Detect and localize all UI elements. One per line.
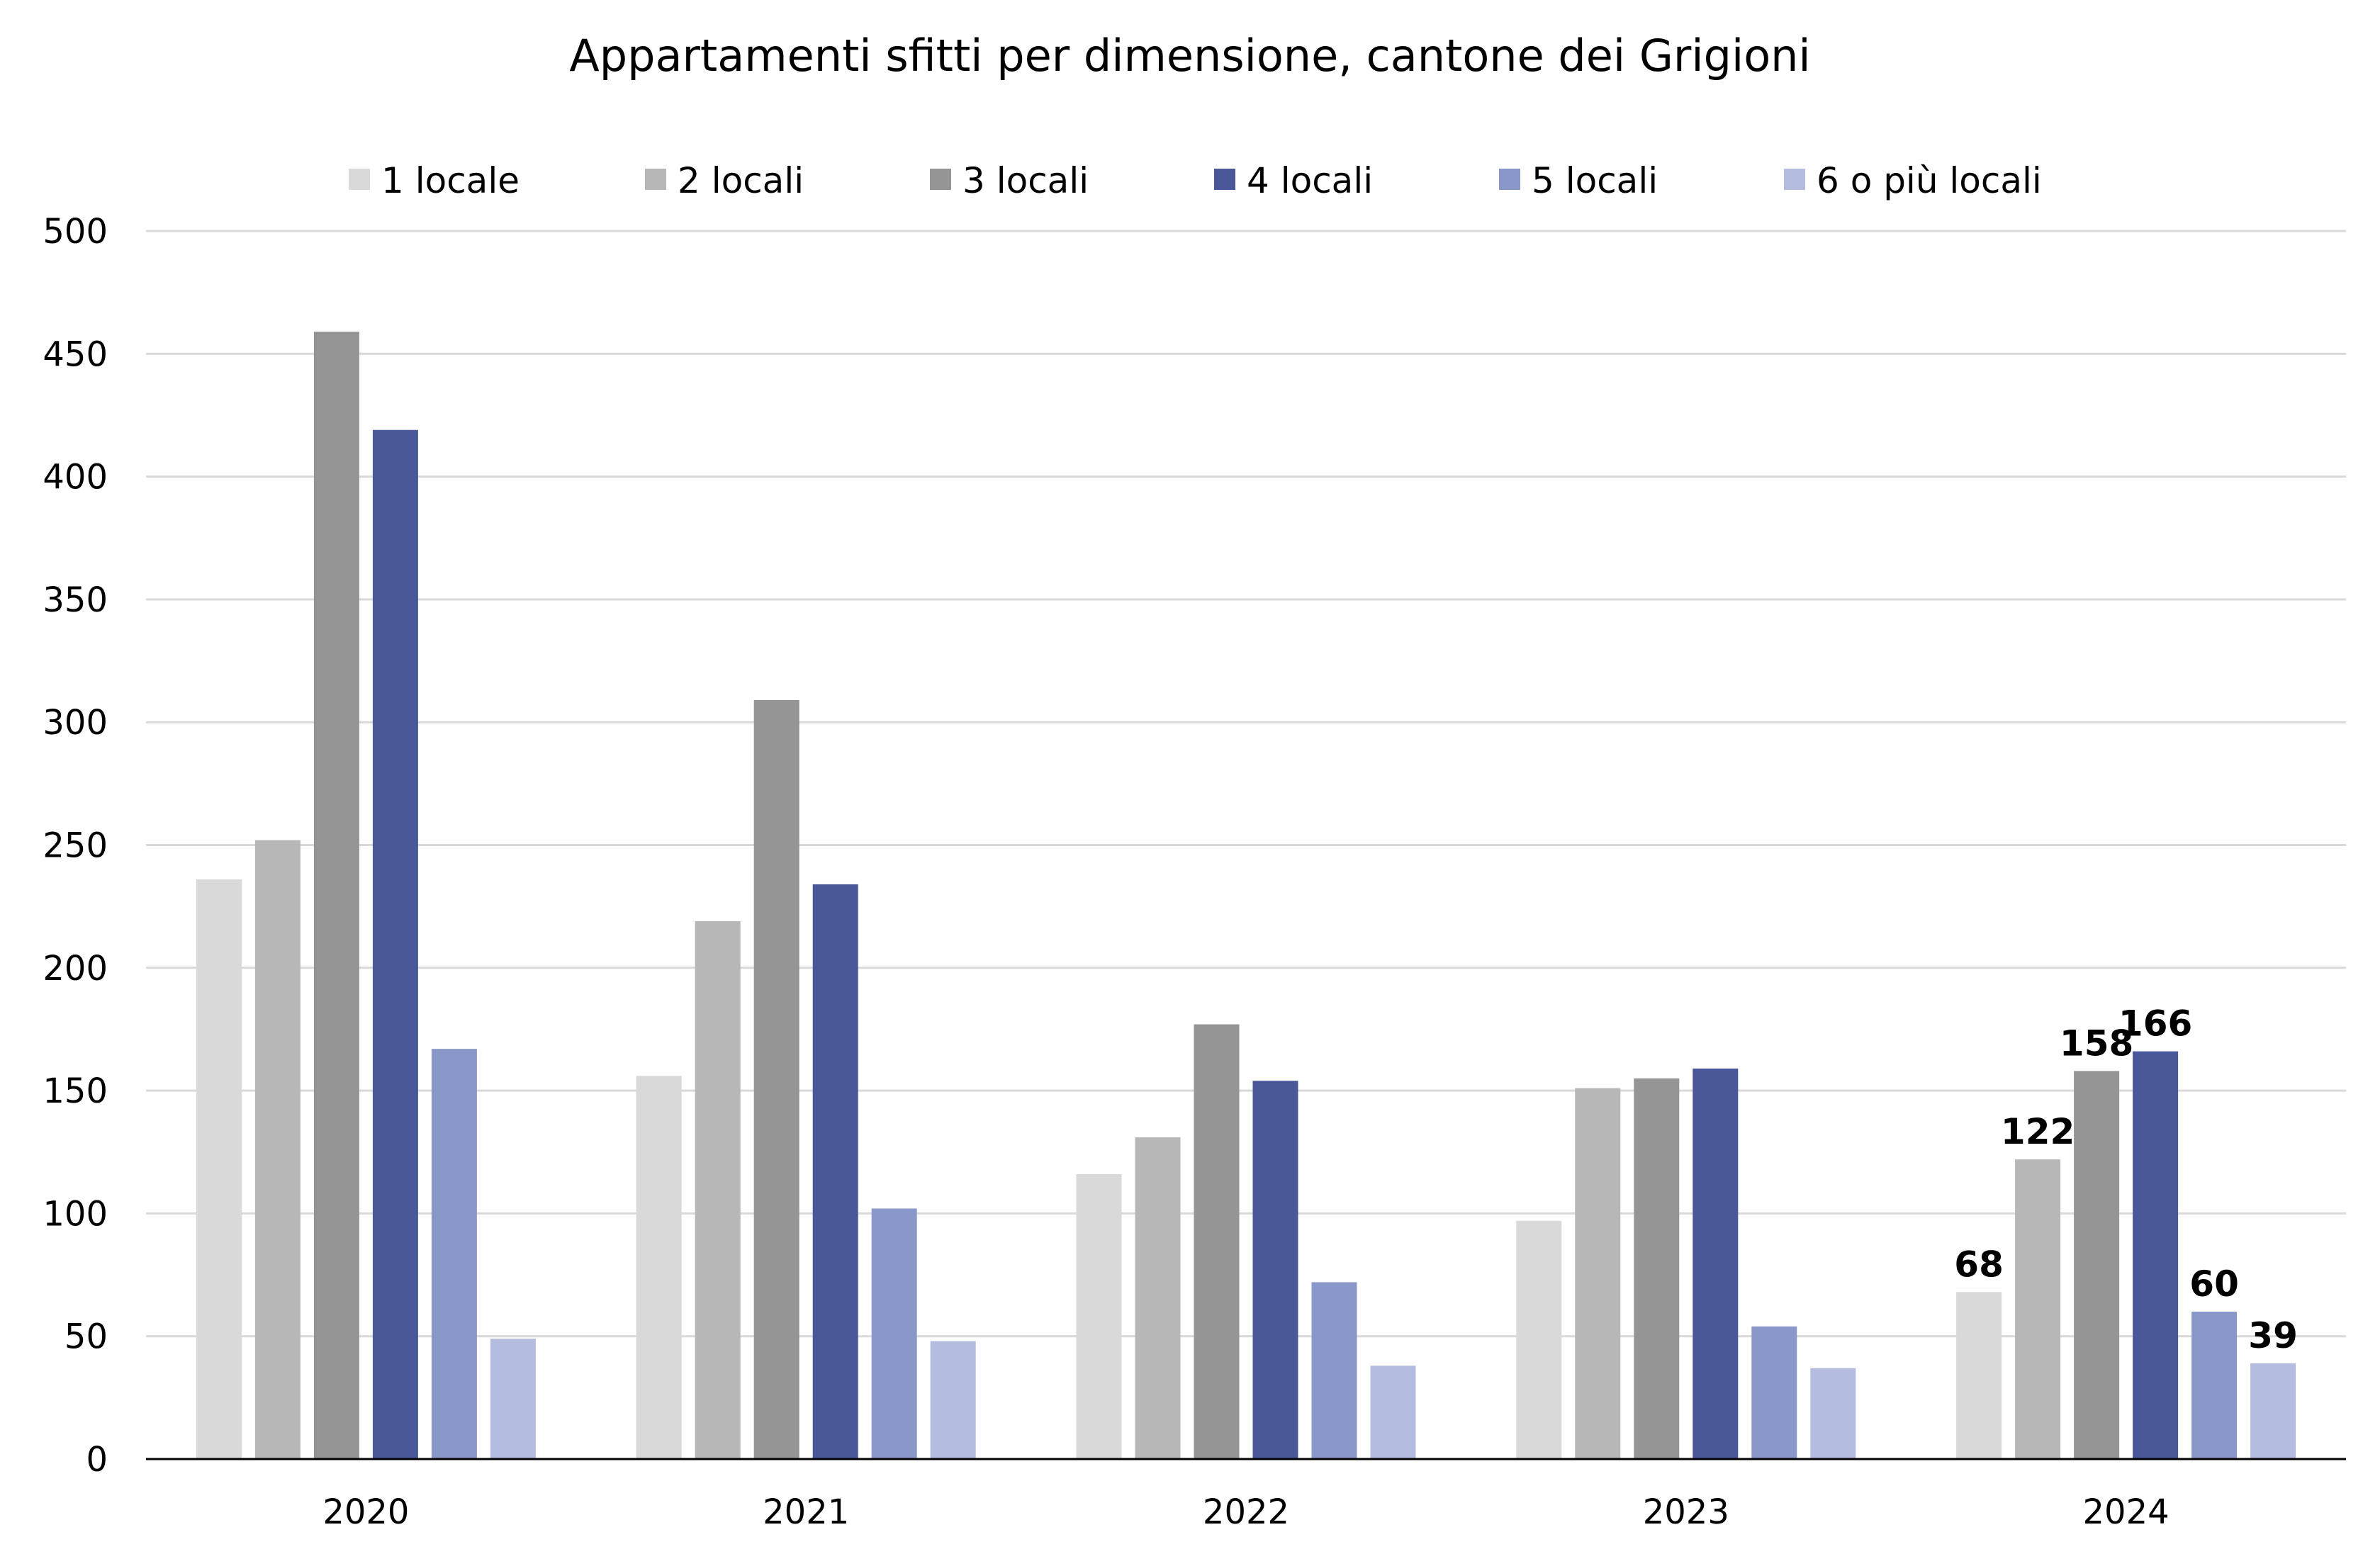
data-label: 68 xyxy=(1954,1244,2004,1285)
bar-2020-series-2 xyxy=(254,840,301,1459)
y-tick-label: 0 xyxy=(86,1440,108,1480)
legend-label: 3 locali xyxy=(962,160,1089,201)
bar-2021-series-1 xyxy=(636,1076,682,1459)
y-tick-label: 100 xyxy=(43,1194,108,1234)
legend-label: 1 locale xyxy=(381,160,520,201)
chart-title: Appartamenti sfitti per dimensione, cant… xyxy=(569,30,1810,81)
bar-2023-series-2 xyxy=(1575,1088,1621,1459)
y-tick-label: 50 xyxy=(64,1317,108,1357)
legend: 1 locale 2 locali 3 locali 4 locali 5 locali… xyxy=(349,160,2042,201)
legend-swatch xyxy=(349,169,370,190)
bar-2023-series-3 xyxy=(1634,1078,1680,1459)
legend-item: 5 locali xyxy=(1499,160,1658,201)
bar-2024-series-3 xyxy=(2074,1071,2120,1459)
legend-item: 2 locali xyxy=(645,160,804,201)
legend-swatch xyxy=(645,169,666,190)
data-label: 122 xyxy=(2001,1111,2075,1152)
data-label: 166 xyxy=(2118,1003,2192,1045)
x-tick-label: 2021 xyxy=(763,1492,849,1532)
bar-2021-series-6 xyxy=(930,1341,976,1459)
legend-swatch xyxy=(1499,169,1520,190)
gridlines xyxy=(146,230,2346,1338)
y-axis-ticks: 0 50 100 150 200 250 300 350 400 450 500 xyxy=(43,212,108,1480)
data-label: 158 xyxy=(2060,1023,2133,1064)
bar-2021-series-3 xyxy=(753,700,799,1459)
bar-2023-series-4 xyxy=(1693,1068,1739,1459)
x-tick-label: 2024 xyxy=(2083,1492,2169,1532)
bar-2024-series-2 xyxy=(2015,1159,2061,1459)
legend-label: 5 locali xyxy=(1532,160,1658,201)
bar-2022-series-6 xyxy=(1370,1366,1416,1459)
y-tick-label: 400 xyxy=(43,458,108,497)
legend-swatch xyxy=(1784,169,1805,190)
data-label: 60 xyxy=(2189,1263,2239,1305)
x-tick-label: 2023 xyxy=(1643,1492,1729,1532)
y-tick-label: 350 xyxy=(43,580,108,620)
y-tick-label: 500 xyxy=(43,212,108,252)
bar-2020-series-1 xyxy=(196,879,242,1459)
bars xyxy=(196,332,2296,1460)
legend-swatch xyxy=(1214,169,1235,190)
bar-2024-series-4 xyxy=(2133,1051,2179,1459)
y-tick-label: 150 xyxy=(43,1071,108,1111)
bar-2022-series-4 xyxy=(1252,1081,1298,1459)
legend-label: 4 locali xyxy=(1247,160,1373,201)
bar-2022-series-2 xyxy=(1135,1137,1181,1459)
bar-2023-series-6 xyxy=(1810,1368,1856,1459)
y-tick-label: 250 xyxy=(43,826,108,866)
y-tick-label: 200 xyxy=(43,949,108,989)
legend-item: 1 locale xyxy=(349,160,520,201)
bar-2022-series-3 xyxy=(1194,1024,1240,1459)
y-tick-label: 450 xyxy=(43,334,108,374)
y-tick-label: 300 xyxy=(43,703,108,743)
bar-2021-series-2 xyxy=(695,920,741,1459)
legend-item: 3 locali xyxy=(930,160,1089,201)
bar-2024-series-5 xyxy=(2191,1312,2238,1459)
legend-item: 4 locali xyxy=(1214,160,1373,201)
legend-label: 6 o più locali xyxy=(1817,160,2042,201)
x-tick-label: 2022 xyxy=(1203,1492,1289,1532)
bar-2023-series-5 xyxy=(1751,1326,1797,1459)
x-tick-label: 2020 xyxy=(322,1492,409,1532)
bar-2020-series-6 xyxy=(490,1339,536,1459)
legend-swatch xyxy=(930,169,951,190)
bar-2020-series-5 xyxy=(431,1049,477,1459)
bar-2022-series-1 xyxy=(1076,1173,1122,1459)
x-axis-ticks: 2020 2021 2022 2023 2024 xyxy=(322,1492,2169,1532)
bar-2021-series-4 xyxy=(812,884,858,1459)
bar-2020-series-3 xyxy=(313,332,359,1460)
bar-2024-series-1 xyxy=(1956,1292,2002,1459)
bar-2021-series-5 xyxy=(871,1208,917,1459)
bar-2023-series-1 xyxy=(1516,1220,1562,1459)
legend-label: 2 locali xyxy=(678,160,804,201)
legend-item: 6 o più locali xyxy=(1784,160,2042,201)
bar-2024-series-6 xyxy=(2250,1363,2296,1459)
bar-2022-series-5 xyxy=(1311,1282,1357,1459)
data-label: 39 xyxy=(2248,1315,2298,1356)
bar-2020-series-4 xyxy=(372,429,418,1459)
